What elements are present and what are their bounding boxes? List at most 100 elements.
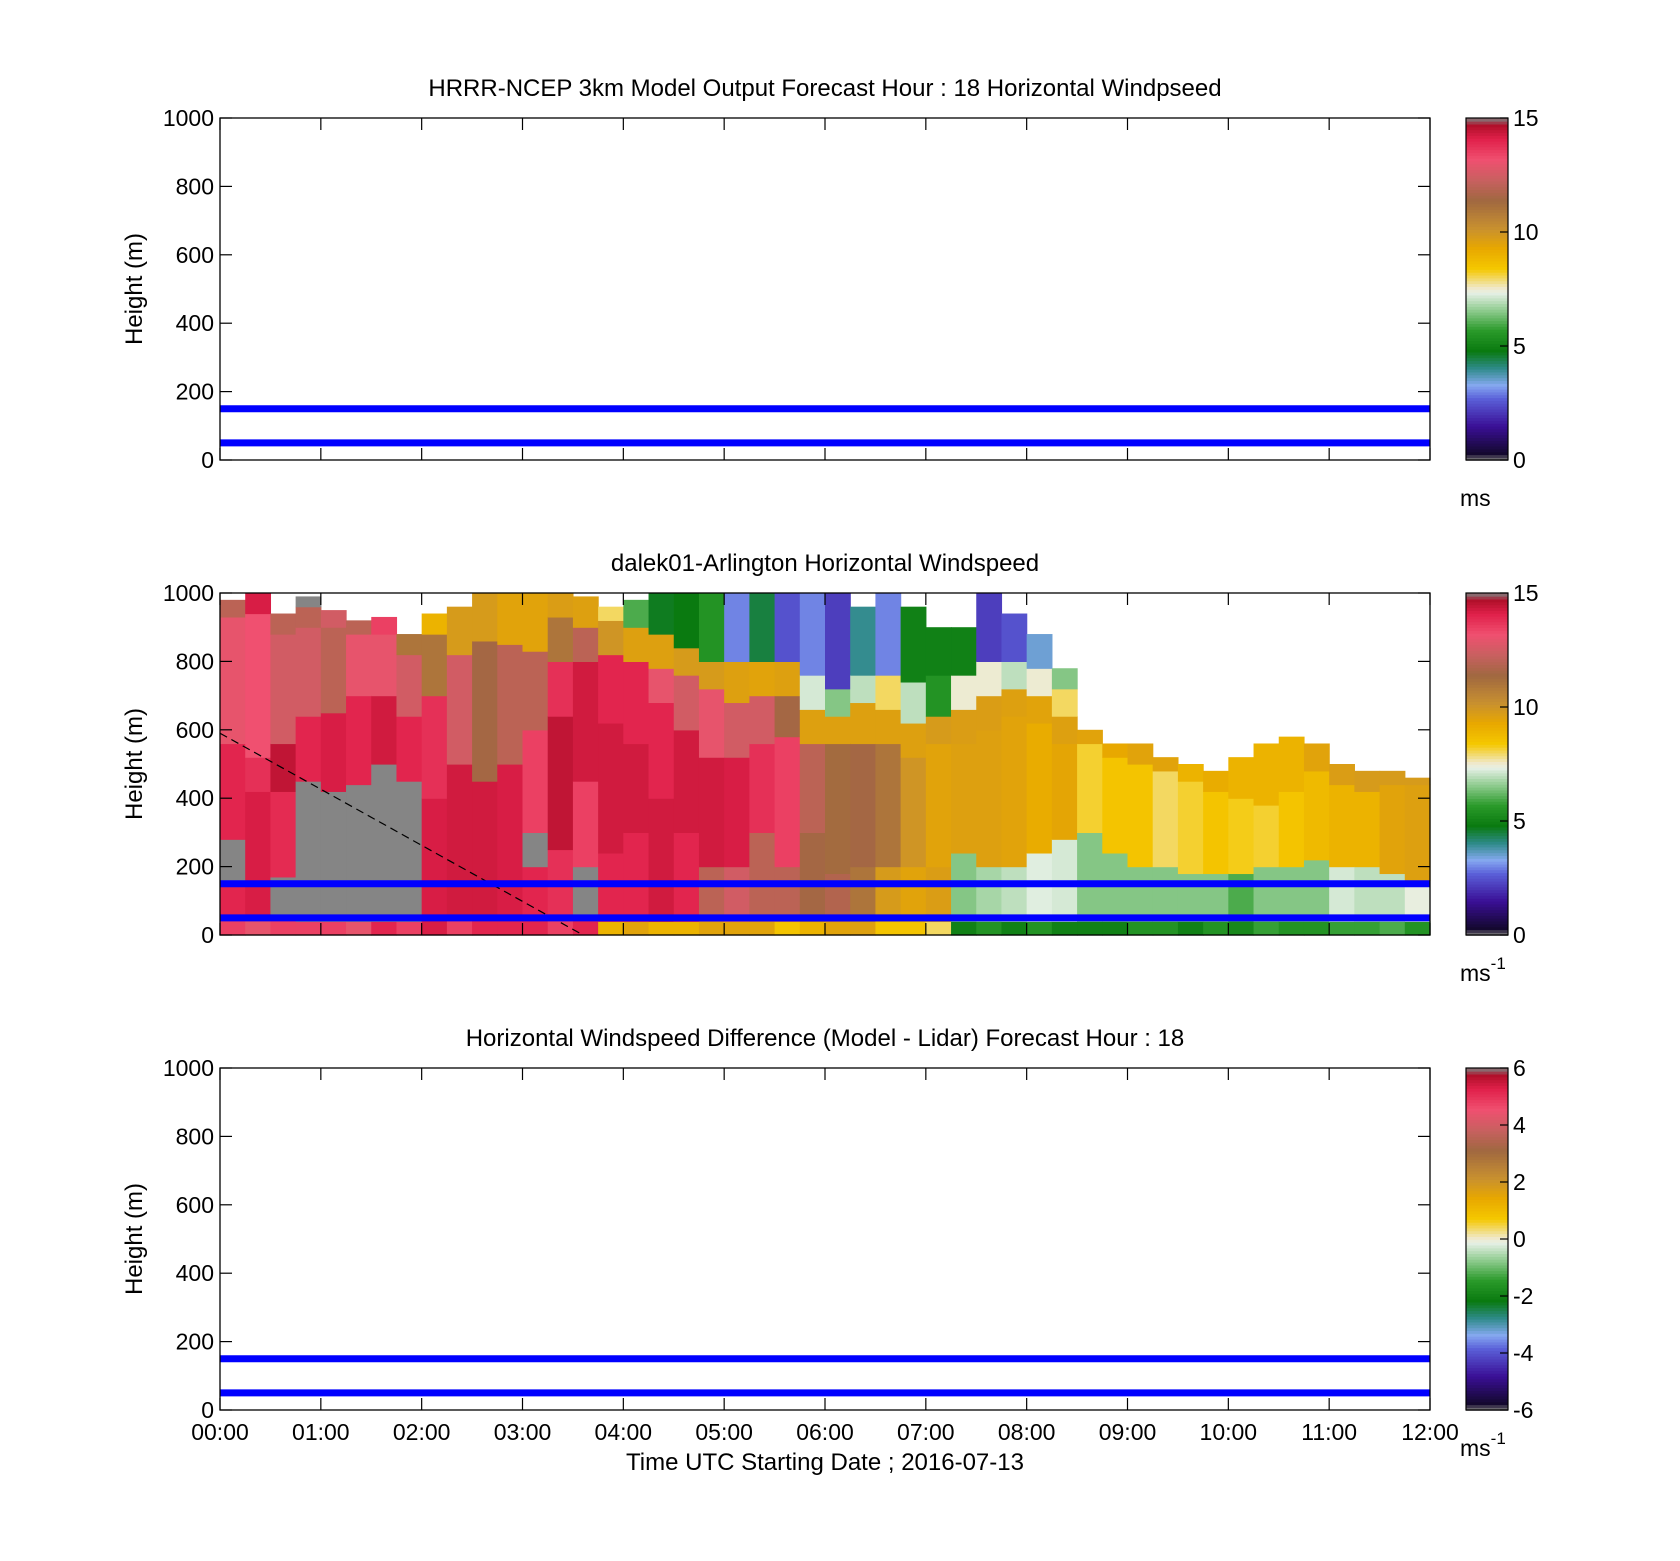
y-tick-label: 600 [176, 717, 214, 743]
colorbar-swatch [1466, 815, 1508, 819]
colorbar-swatch [1466, 1219, 1508, 1223]
colorbar-swatch [1466, 135, 1508, 139]
heatmap-cell [799, 921, 826, 936]
colorbar-swatch [1466, 454, 1508, 458]
colorbar-swatch [1466, 615, 1508, 620]
colorbar-swatch [1466, 1173, 1508, 1178]
colorbar-swatch [1466, 254, 1508, 259]
colorbar-swatch [1466, 388, 1508, 393]
colorbar-swatch [1466, 1082, 1508, 1086]
colorbar-swatch [1466, 422, 1508, 427]
colorbar-swatch [1466, 220, 1508, 225]
heatmap-cell [1077, 921, 1103, 936]
x-tick-label: 03:00 [494, 1419, 552, 1445]
colorbar-tick-label: 15 [1513, 580, 1539, 606]
heatmap-cell [320, 610, 347, 628]
colorbar-swatch [1466, 846, 1508, 851]
heatmap-cell [1354, 866, 1381, 922]
colorbar-swatch [1466, 149, 1508, 153]
colorbar-swatch [1466, 240, 1508, 245]
colorbar-swatch [1466, 1150, 1508, 1155]
colorbar-swatch [1466, 1321, 1508, 1326]
heatmap-cell [648, 668, 675, 704]
x-tick-label: 05:00 [695, 1419, 753, 1445]
colorbar-swatch [1466, 1313, 1508, 1317]
heatmap-cell [1001, 866, 1028, 922]
colorbar-swatch [1466, 1127, 1508, 1132]
heatmap-cell [925, 716, 952, 745]
colorbar-swatch [1466, 397, 1508, 401]
colorbar-swatch [1466, 755, 1508, 760]
heatmap-cell [245, 613, 272, 758]
colorbar-swatch [1466, 269, 1508, 273]
colorbar-swatch [1466, 772, 1508, 777]
colorbar-swatch [1466, 1273, 1508, 1277]
heatmap-cell [623, 599, 650, 628]
colorbar-swatch [1466, 875, 1508, 879]
colorbar-swatch [1466, 214, 1508, 219]
colorbar-swatch [1466, 308, 1508, 313]
colorbar-swatch [1466, 340, 1508, 344]
colorbar-swatch [1466, 1367, 1508, 1371]
colorbar-swatch [1466, 132, 1508, 136]
heatmap-cell [976, 866, 1003, 922]
colorbar-swatch [1466, 300, 1508, 305]
colorbar-swatch [1466, 328, 1508, 333]
colorbar-swatch [1466, 440, 1508, 444]
colorbar-swatch [1466, 200, 1508, 205]
colorbar-swatch [1466, 420, 1508, 424]
colorbar-swatch [1466, 237, 1508, 242]
colorbar-swatch [1466, 260, 1508, 265]
colorbar-swatch [1466, 123, 1508, 128]
colorbar-swatch [1466, 712, 1508, 717]
heatmap-cell [522, 593, 549, 652]
colorbar-swatch [1466, 809, 1508, 814]
x-tick-label: 12:00 [1401, 1419, 1459, 1445]
colorbar-swatch [1466, 1090, 1508, 1095]
colorbar-swatch [1466, 442, 1508, 447]
colorbar-swatch [1466, 434, 1508, 438]
colorbar-swatch [1466, 664, 1508, 668]
y-tick-label: 800 [176, 1123, 214, 1149]
colorbar-swatch [1466, 752, 1508, 757]
y-tick-label: 800 [176, 648, 214, 674]
heatmap-cell [925, 743, 952, 868]
heatmap-cell [749, 743, 776, 833]
heatmap-cell [396, 634, 423, 656]
colorbar-swatch [1466, 1355, 1508, 1360]
colorbar-swatch [1466, 732, 1508, 737]
heatmap-cell [1077, 832, 1103, 922]
colorbar-swatch [1466, 798, 1508, 802]
colorbar-unit-exponent: -1 [1491, 954, 1506, 973]
colorbar-swatch [1466, 1315, 1508, 1320]
colorbar-swatch [1466, 1102, 1508, 1106]
y-axis-label: Height (m) [121, 233, 148, 345]
colorbar-swatch [1466, 1375, 1508, 1380]
x-tick-label: 02:00 [393, 1419, 451, 1445]
colorbar: 0 5 10 15 ms [1460, 105, 1539, 511]
heatmap-cell [1127, 866, 1154, 922]
heatmap-cell [623, 661, 650, 745]
colorbar-swatch [1466, 1147, 1508, 1152]
heatmap-cell [1329, 764, 1355, 786]
heatmap-cell [1026, 722, 1053, 854]
heatmap-cell [1253, 866, 1280, 922]
colorbar-swatch [1466, 923, 1508, 928]
heatmap-cell [472, 593, 498, 642]
heatmap-cell [1152, 757, 1179, 772]
heatmap-cell [220, 599, 246, 618]
colorbar-swatch [1466, 883, 1508, 888]
colorbar: 0 5 10 15 ms-1 [1460, 580, 1539, 986]
heatmap-cell [1026, 668, 1053, 697]
x-tick-label: 08:00 [998, 1419, 1056, 1445]
heatmap-cell [1278, 791, 1305, 868]
colorbar-swatch [1466, 707, 1508, 711]
heatmap-cell [623, 627, 650, 662]
colorbar: -6 -4 -2 0 2 4 6 ms-1 [1460, 1055, 1534, 1461]
colorbar-swatch [1466, 451, 1508, 456]
x-tick-label: 10:00 [1200, 1419, 1258, 1445]
colorbar-swatch [1466, 365, 1508, 370]
colorbar-swatch [1466, 650, 1508, 654]
y-tick-label: 0 [201, 1397, 214, 1423]
heatmap-cell [724, 757, 750, 868]
